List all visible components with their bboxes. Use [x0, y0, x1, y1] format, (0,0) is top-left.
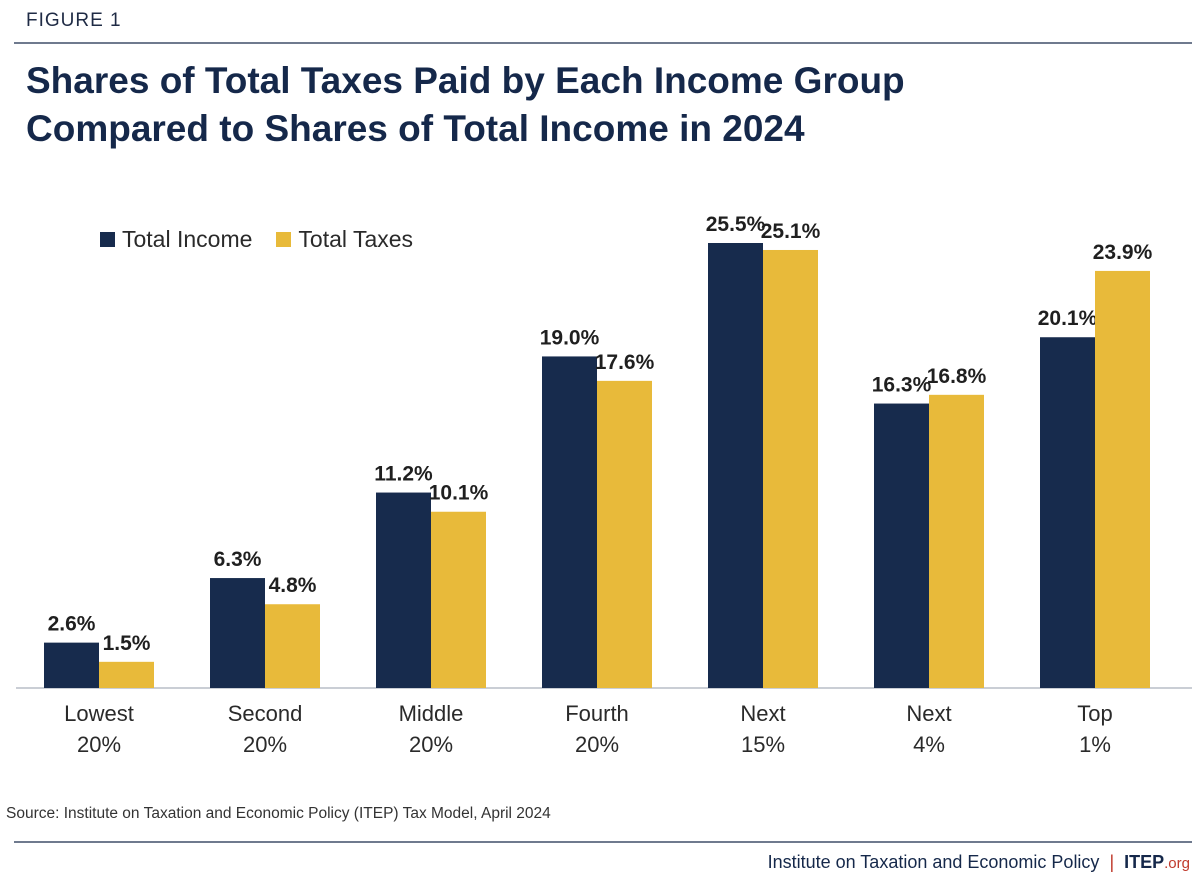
category-label-5-line-2: 4% — [913, 732, 945, 757]
top-divider — [14, 42, 1192, 44]
footer-brand-suffix: .org — [1164, 855, 1190, 872]
legend-item-total-taxes: Total Taxes — [276, 226, 413, 253]
data-label-income-2: 11.2% — [374, 463, 433, 486]
bar-taxes-5 — [929, 394, 984, 688]
bar-taxes-2 — [431, 511, 486, 688]
category-label-2-line-1: Middle — [399, 701, 464, 726]
bar-income-4 — [708, 243, 763, 688]
category-label-6-line-2: 1% — [1079, 732, 1111, 757]
bar-income-0 — [44, 642, 99, 688]
legend-swatch-total-taxes — [276, 232, 292, 247]
category-label-6-line-1: Top — [1077, 701, 1112, 726]
category-label-3-line-1: Fourth — [565, 701, 629, 726]
data-label-income-0: 2.6% — [48, 613, 96, 636]
data-label-income-4: 25.5% — [706, 213, 766, 236]
data-label-income-6: 20.1% — [1038, 307, 1098, 330]
footer-credit: Institute on Taxation and Economic Polic… — [768, 852, 1190, 873]
data-label-taxes-3: 17.6% — [595, 351, 655, 374]
bottom-divider — [14, 841, 1192, 843]
category-label-0-line-1: Lowest — [64, 701, 134, 726]
data-label-income-5: 16.3% — [872, 374, 932, 397]
data-label-taxes-2: 10.1% — [429, 482, 489, 505]
category-label-5-line-1: Next — [906, 701, 951, 726]
footer-brand: ITEP — [1124, 852, 1165, 872]
source-note: Source: Institute on Taxation and Econom… — [6, 805, 551, 822]
figure-label: FIGURE 1 — [26, 10, 122, 31]
data-label-income-1: 6.3% — [214, 548, 262, 571]
data-label-taxes-6: 23.9% — [1093, 241, 1153, 264]
category-label-3-line-2: 20% — [575, 732, 619, 757]
bar-income-5 — [874, 403, 929, 688]
footer-org-name: Institute on Taxation and Economic Polic… — [767, 852, 1100, 872]
chart-title: Shares of Total Taxes Paid by Each Incom… — [26, 57, 1126, 153]
footer-separator: | — [1109, 852, 1115, 872]
bar-income-1 — [210, 578, 265, 688]
legend-label-total-income: Total Income — [122, 226, 253, 252]
bar-income-3 — [542, 356, 597, 688]
bar-taxes-1 — [265, 604, 320, 688]
category-label-1-line-2: 20% — [243, 732, 287, 757]
chart-title-line-2: Compared to Shares of Total Income in 20… — [26, 108, 805, 149]
data-label-income-3: 19.0% — [540, 326, 600, 349]
bar-taxes-0 — [99, 661, 154, 688]
bar-income-2 — [376, 492, 431, 688]
legend-item-total-income: Total Income — [100, 226, 252, 253]
bar-taxes-6 — [1095, 270, 1150, 688]
category-label-4-line-2: 15% — [741, 732, 785, 757]
chart-legend: Total Income Total Taxes — [100, 226, 413, 253]
legend-label-total-taxes: Total Taxes — [298, 226, 414, 252]
chart-title-line-1: Shares of Total Taxes Paid by Each Incom… — [26, 60, 905, 101]
legend-swatch-total-income — [100, 232, 115, 247]
category-label-1-line-1: Second — [228, 701, 303, 726]
bar-taxes-4 — [763, 249, 818, 688]
data-label-taxes-5: 16.8% — [927, 365, 987, 388]
bar-taxes-3 — [597, 380, 652, 688]
bar-income-6 — [1040, 337, 1095, 688]
data-label-taxes-4: 25.1% — [761, 220, 821, 243]
data-label-taxes-1: 4.8% — [269, 574, 317, 597]
data-label-taxes-0: 1.5% — [103, 632, 151, 655]
category-label-2-line-2: 20% — [409, 732, 453, 757]
category-label-4-line-1: Next — [740, 701, 785, 726]
category-label-0-line-2: 20% — [77, 732, 121, 757]
